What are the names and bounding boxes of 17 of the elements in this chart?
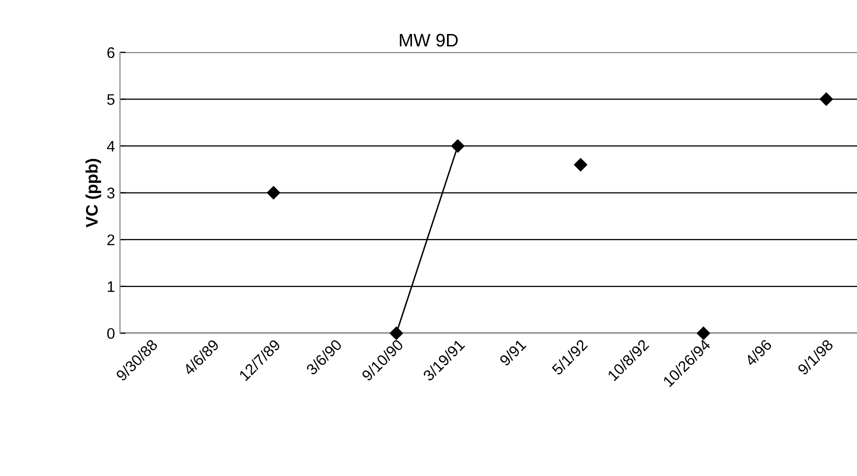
point xyxy=(696,326,710,340)
point xyxy=(390,326,403,340)
y-tick-label: 0 xyxy=(107,328,115,339)
y-tick-label: 3 xyxy=(107,188,114,198)
point xyxy=(266,186,280,200)
y-tick-label: 5 xyxy=(107,94,114,105)
x-tick-label: 4/96 xyxy=(744,338,772,367)
y-axis-title: VC (ppb) xyxy=(86,158,102,228)
chart-title: MW 9D xyxy=(400,34,458,47)
y-tick-label: 4 xyxy=(106,141,115,152)
y-tick-label: 1 xyxy=(108,281,114,292)
point xyxy=(451,139,464,153)
y-tick-label: 6 xyxy=(107,47,114,58)
point xyxy=(574,158,588,172)
x-tick-label: 9/91 xyxy=(498,338,527,367)
point xyxy=(820,92,833,106)
y-tick-label: 2 xyxy=(107,234,114,246)
